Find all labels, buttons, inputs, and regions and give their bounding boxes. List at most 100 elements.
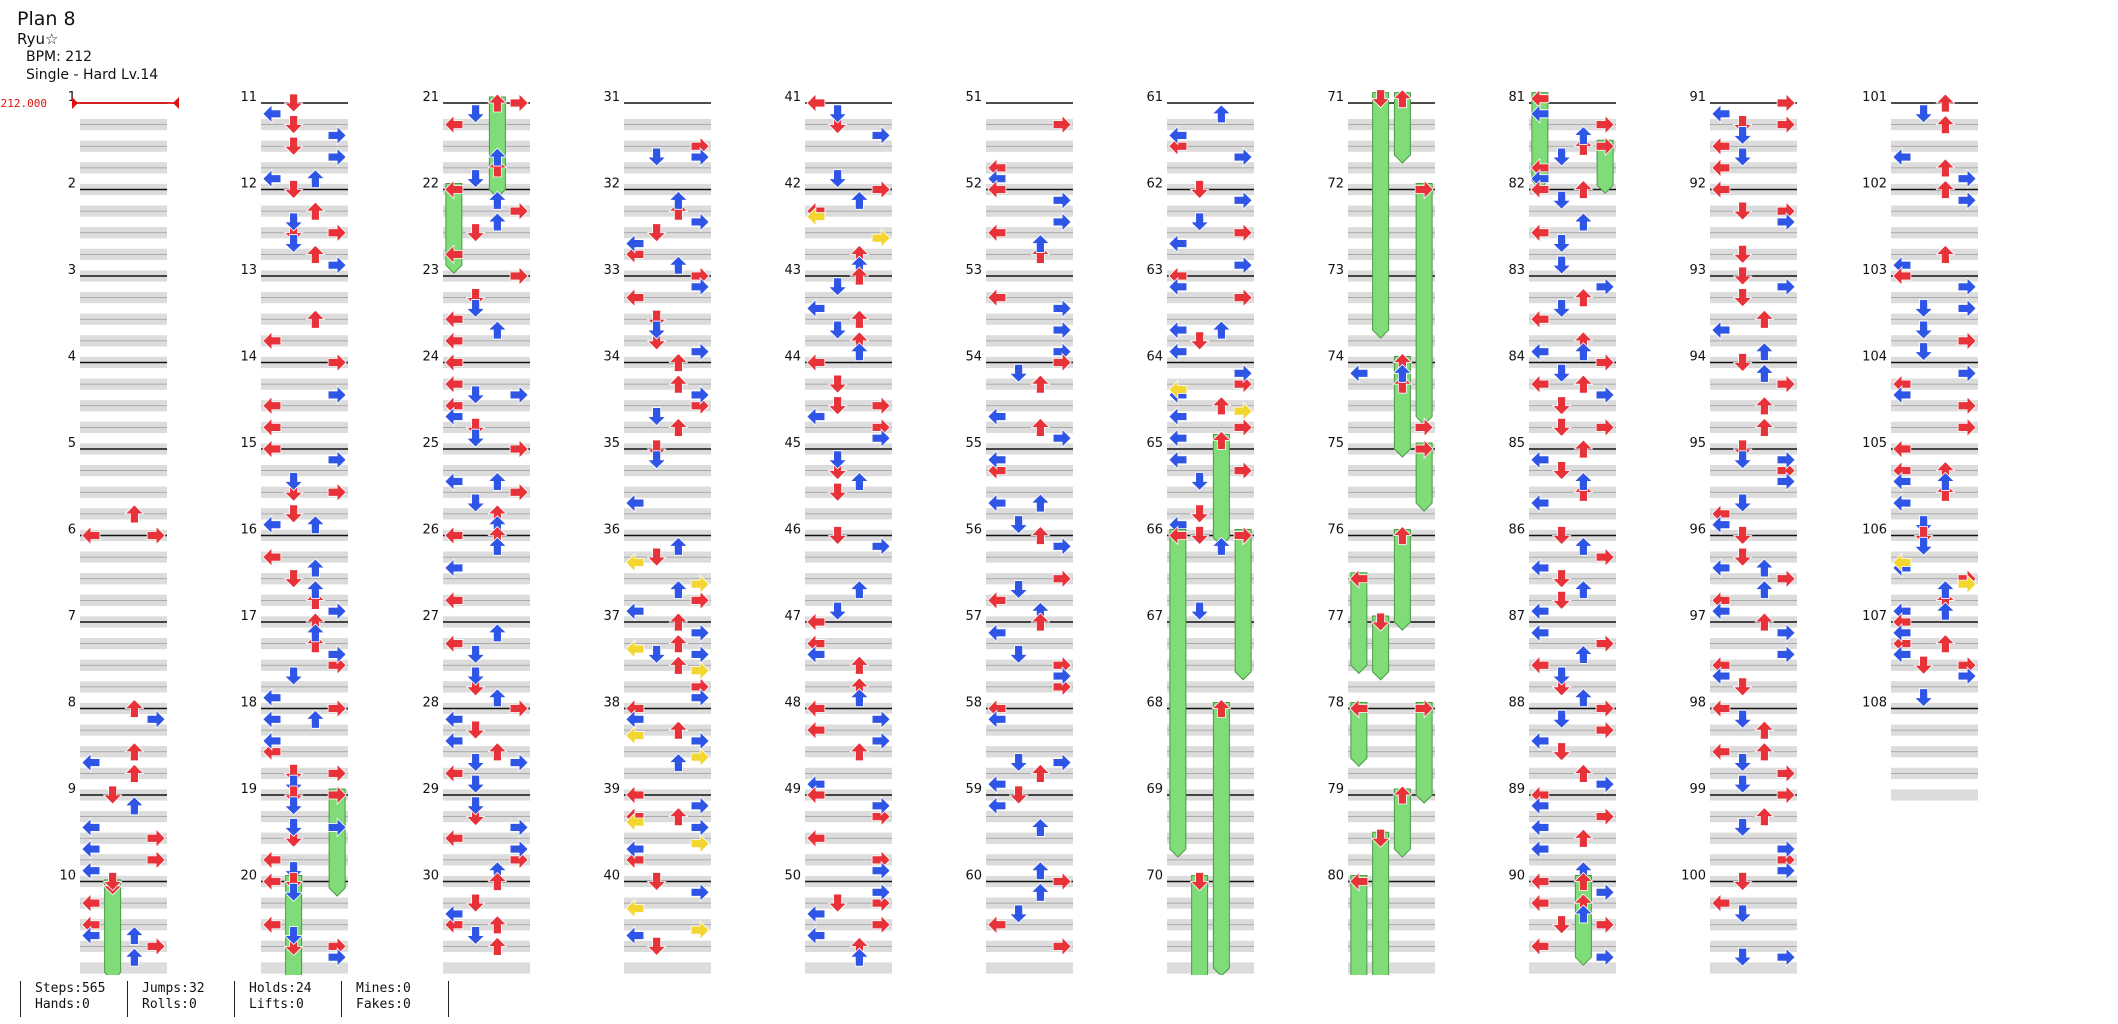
down-arrow-icon: [1551, 417, 1572, 437]
left-arrow-icon: [1530, 557, 1550, 578]
up-arrow-icon: [668, 352, 689, 372]
left-arrow-icon: [1711, 320, 1731, 341]
up-arrow-icon: [1935, 244, 1956, 264]
right-arrow-icon: [1776, 644, 1796, 665]
left-arrow-icon: [1530, 622, 1550, 643]
measure-number: 69: [1146, 782, 1163, 797]
right-arrow-icon: [509, 201, 529, 222]
left-arrow-icon: [262, 330, 282, 351]
right-arrow-icon: [690, 833, 710, 854]
left-arrow-icon: [444, 903, 464, 924]
left-arrow-icon: [1530, 103, 1550, 124]
down-arrow-icon: [283, 763, 304, 783]
left-arrow-icon: [806, 206, 826, 227]
up-arrow-icon: [1030, 493, 1051, 513]
down-arrow-icon: [1189, 472, 1210, 492]
right-arrow-icon: [690, 590, 710, 611]
up-arrow-icon: [1935, 115, 1956, 135]
right-arrow-icon: [1595, 947, 1615, 968]
hold-note: [1234, 529, 1252, 681]
measure-number: 7: [68, 609, 76, 624]
left-arrow-icon: [444, 114, 464, 135]
step-chart: 1234567891011121314151617181920212223242…: [1, 88, 1978, 975]
left-arrow-icon: [987, 914, 1007, 935]
left-arrow-icon: [987, 222, 1007, 243]
left-arrow-icon: [444, 330, 464, 351]
up-arrow-icon: [1573, 179, 1594, 199]
measure-number: 87: [1508, 609, 1525, 624]
up-arrow-icon: [849, 655, 870, 675]
up-arrow-icon: [1754, 558, 1775, 578]
right-arrow-icon: [1052, 428, 1072, 449]
measure-number: 61: [1146, 90, 1163, 105]
left-arrow-icon: [1349, 363, 1369, 384]
left-arrow-icon: [1711, 557, 1731, 578]
down-arrow-icon: [1189, 601, 1210, 621]
up-arrow-icon: [1935, 579, 1956, 599]
right-arrow-icon: [146, 828, 166, 849]
down-arrow-icon: [646, 223, 667, 243]
right-arrow-icon: [1776, 449, 1796, 470]
down-arrow-icon: [283, 926, 304, 946]
right-arrow-icon: [1595, 914, 1615, 935]
down-arrow-icon: [283, 504, 304, 524]
down-arrow-icon: [465, 223, 486, 243]
right-arrow-icon: [1595, 114, 1615, 135]
left-arrow-icon: [806, 612, 826, 632]
beat-stripe: [1348, 962, 1435, 974]
up-arrow-icon: [1030, 233, 1051, 253]
measure-number: 68: [1146, 696, 1163, 711]
down-arrow-icon: [465, 169, 486, 189]
up-arrow-icon: [1573, 644, 1594, 664]
right-arrow-icon: [327, 352, 347, 373]
up-arrow-icon: [1573, 904, 1594, 924]
measure-number: 13: [240, 263, 257, 278]
right-arrow-icon: [1595, 806, 1615, 827]
right-arrow-icon: [1776, 276, 1796, 297]
measure-number: 1: [68, 90, 76, 105]
down-arrow-icon: [827, 169, 848, 189]
down-arrow-icon: [646, 147, 667, 167]
hold-note: [1415, 702, 1433, 804]
left-arrow-icon: [1349, 698, 1369, 719]
up-arrow-icon: [849, 309, 870, 329]
down-arrow-icon: [1008, 785, 1029, 805]
left-arrow-icon: [806, 93, 826, 113]
right-arrow-icon: [1957, 574, 1977, 595]
measure-number: 70: [1146, 869, 1163, 884]
hold-note: [104, 879, 122, 975]
left-arrow-icon: [1711, 157, 1731, 178]
down-arrow-icon: [646, 407, 667, 427]
right-arrow-icon: [1776, 568, 1796, 589]
right-arrow-icon: [1595, 882, 1615, 903]
difficulty-label: Single - Hard Lv.14: [26, 67, 159, 83]
right-arrow-icon: [690, 687, 710, 708]
left-arrow-icon: [1530, 179, 1550, 200]
up-arrow-icon: [668, 255, 689, 275]
left-arrow-icon: [806, 903, 826, 924]
hold-note: [1350, 875, 1368, 975]
up-arrow-icon: [487, 915, 508, 935]
right-arrow-icon: [1595, 136, 1615, 157]
up-arrow-icon: [1211, 698, 1232, 718]
left-arrow-icon: [1711, 179, 1731, 200]
left-arrow-icon: [987, 493, 1007, 514]
measure-number: 46: [784, 523, 801, 538]
down-arrow-icon: [1732, 126, 1753, 146]
down-arrow-icon: [1732, 201, 1753, 221]
right-arrow-icon: [327, 947, 347, 968]
left-arrow-icon: [1530, 893, 1550, 914]
measure-number: 81: [1508, 90, 1525, 105]
down-arrow-icon: [1551, 396, 1572, 416]
down-arrow-icon: [465, 299, 486, 319]
down-arrow-icon: [1732, 439, 1753, 459]
hold-note: [1415, 183, 1433, 426]
down-arrow-icon: [1732, 147, 1753, 167]
measure-number: 57: [965, 609, 982, 624]
down-arrow-icon: [465, 493, 486, 513]
left-arrow-icon: [1530, 871, 1550, 892]
measure-number: 97: [1689, 609, 1706, 624]
right-arrow-icon: [327, 384, 347, 405]
right-arrow-icon: [690, 211, 710, 232]
down-arrow-icon: [1008, 645, 1029, 665]
